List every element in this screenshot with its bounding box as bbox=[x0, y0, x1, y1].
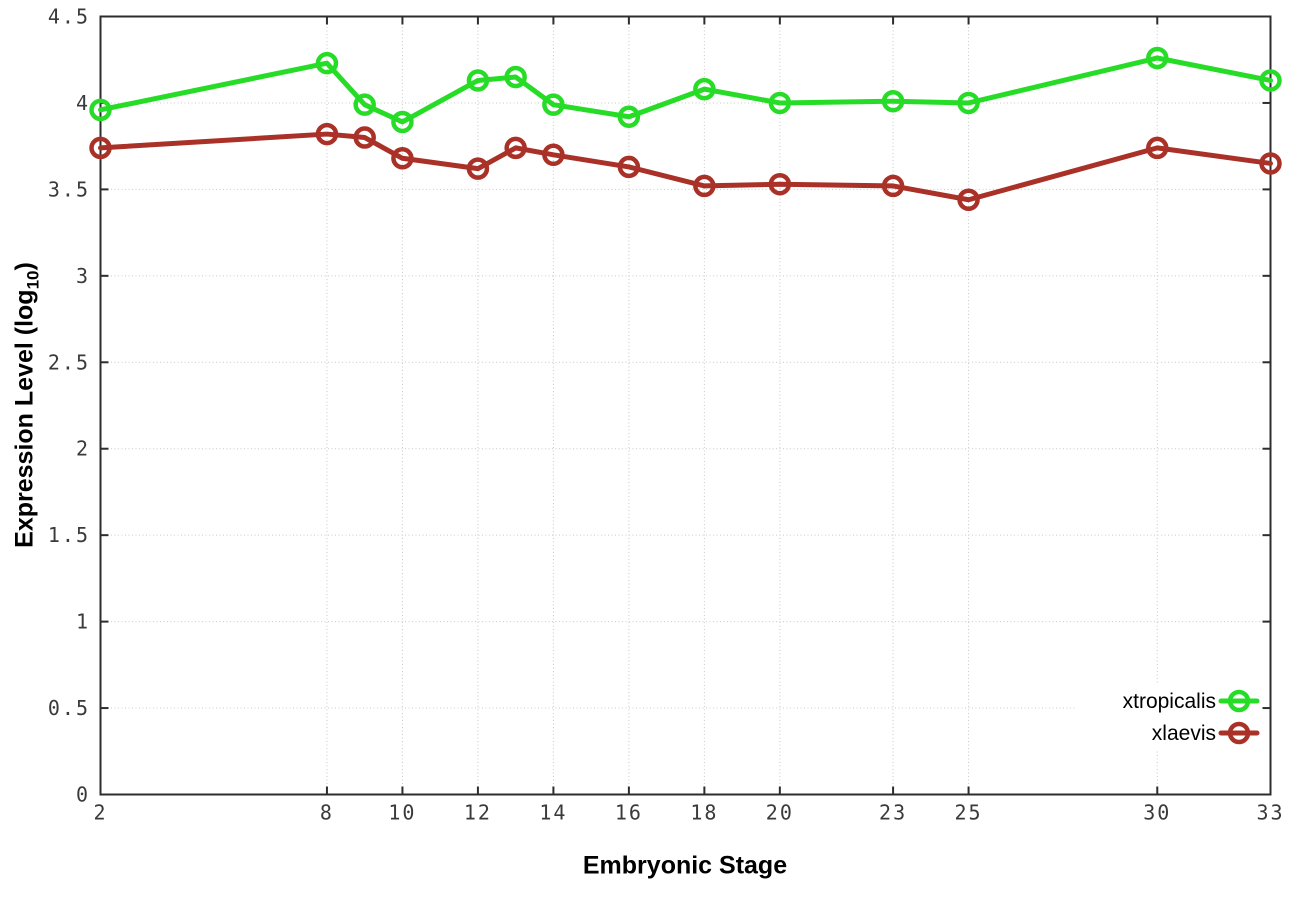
legend-label-xtropicalis: xtropicalis bbox=[1123, 690, 1216, 713]
data-point-xlaevis bbox=[957, 188, 980, 212]
x-tick-label: 20 bbox=[766, 801, 794, 825]
plot-border bbox=[99, 15, 1272, 796]
data-point-xlaevis bbox=[617, 155, 641, 179]
y-tick-label: 3 bbox=[76, 264, 90, 288]
data-point-xlaevis bbox=[466, 157, 490, 180]
data-point-xtropicalis bbox=[768, 91, 792, 115]
y-tick-label: 2 bbox=[76, 437, 90, 461]
data-point-xtropicalis bbox=[1259, 69, 1282, 92]
x-tick-label: 30 bbox=[1143, 801, 1171, 825]
data-point-xtropicalis bbox=[542, 93, 565, 116]
x-tick-label: 12 bbox=[464, 801, 492, 825]
y-tick-label: 0 bbox=[76, 783, 90, 807]
data-point-xlaevis bbox=[353, 126, 376, 149]
legend-label-xlaevis: xlaevis bbox=[1152, 722, 1216, 745]
data-point-xtropicalis bbox=[89, 98, 112, 122]
data-point-xtropicalis bbox=[1146, 46, 1169, 70]
legend-marker-xtropicalis bbox=[1227, 689, 1251, 713]
x-tick-label: 33 bbox=[1256, 801, 1284, 825]
data-point-xlaevis bbox=[391, 147, 414, 170]
y-axis-title: Expression Level (log10) bbox=[11, 262, 44, 548]
data-point-xtropicalis bbox=[391, 110, 414, 134]
y-tick-label: 4.5 bbox=[48, 5, 90, 29]
data-point-xtropicalis bbox=[315, 51, 339, 75]
data-point-xtropicalis bbox=[504, 65, 527, 89]
x-tick-label: 2 bbox=[93, 801, 107, 825]
data-point-xtropicalis bbox=[881, 89, 905, 113]
series-line-xtropicalis bbox=[98, 55, 1273, 125]
data-point-xlaevis bbox=[1259, 152, 1282, 175]
data-point-xlaevis bbox=[768, 172, 792, 196]
x-axis-title: Embryonic Stage bbox=[582, 851, 788, 880]
y-tick-label: 3.5 bbox=[48, 177, 90, 201]
y-tick-label: 1.5 bbox=[48, 523, 90, 547]
data-point-xtropicalis bbox=[353, 93, 376, 116]
x-tick-label: 25 bbox=[955, 801, 983, 825]
data-point-xtropicalis bbox=[617, 105, 641, 129]
y-tick-label: 0.5 bbox=[48, 696, 90, 720]
x-tick-label: 10 bbox=[388, 801, 416, 825]
data-point-xlaevis bbox=[89, 136, 112, 160]
y-tick-label: 4 bbox=[76, 91, 90, 115]
series-line-xlaevis bbox=[98, 131, 1273, 203]
data-point-xlaevis bbox=[1146, 136, 1169, 160]
data-point-xtropicalis bbox=[466, 69, 490, 92]
data-point-xlaevis bbox=[542, 143, 565, 167]
y-tick-label: 1 bbox=[76, 610, 90, 634]
x-tick-label: 8 bbox=[320, 801, 334, 825]
x-tick-label: 14 bbox=[539, 801, 567, 825]
data-point-xlaevis bbox=[693, 174, 716, 198]
data-point-xlaevis bbox=[315, 122, 339, 146]
data-point-xtropicalis bbox=[693, 77, 716, 101]
x-tick-label: 23 bbox=[879, 801, 907, 825]
legend-marker-xlaevis bbox=[1227, 721, 1251, 745]
y-axis-title-subscript: 10 bbox=[23, 270, 43, 290]
data-point-xlaevis bbox=[881, 174, 905, 198]
y-axis-title-suffix: ) bbox=[10, 262, 39, 271]
x-tick-label: 16 bbox=[615, 801, 643, 825]
y-tick-label: 2.5 bbox=[48, 350, 90, 374]
x-tick-label: 18 bbox=[690, 801, 718, 825]
y-axis-title-text: Expression Level (log bbox=[10, 289, 39, 548]
data-point-xtropicalis bbox=[957, 91, 980, 115]
data-point-xlaevis bbox=[504, 136, 527, 160]
